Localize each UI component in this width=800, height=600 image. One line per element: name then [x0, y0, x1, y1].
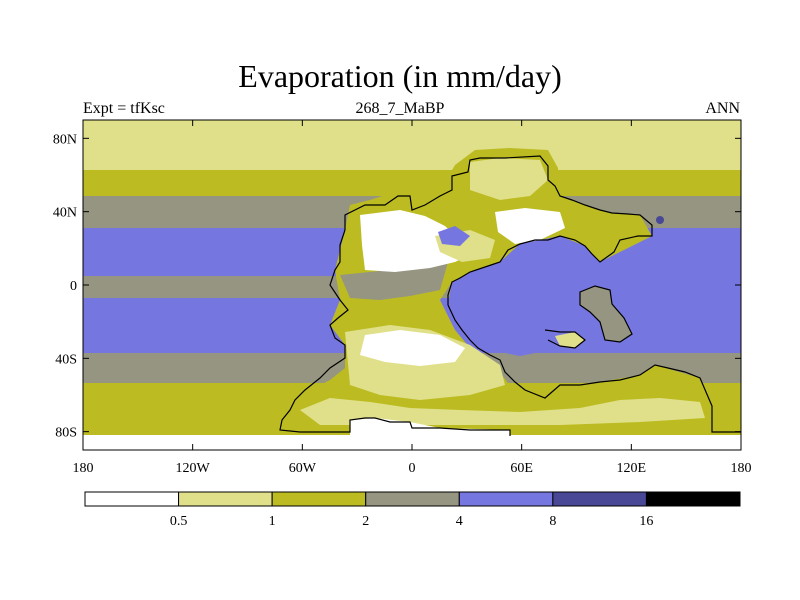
land-desert-east [495, 208, 565, 244]
tethys-ocean [438, 216, 741, 356]
colorbar-label: 2 [362, 514, 369, 529]
land-north-pale [470, 158, 548, 200]
x-tick-label: 180 [731, 461, 752, 476]
coastlines [279, 155, 741, 436]
colorbar-label: 1 [269, 514, 276, 529]
x-tick-label: 120E [617, 461, 647, 476]
colorbar-swatch [178, 491, 273, 507]
tethys-island [580, 286, 632, 342]
x-tick-label: 120W [176, 461, 211, 476]
x-tick-label: 180 [73, 461, 94, 476]
band-arctic [83, 120, 741, 138]
y-tick-label: 0 [70, 279, 77, 294]
colorbar-swatch [271, 491, 367, 507]
subtitle-season: ANN [705, 100, 740, 117]
x-tick-label: 60E [510, 461, 533, 476]
band-antarctic [83, 435, 741, 450]
inland-sea-north [438, 226, 470, 246]
colorbar: 0.5 1 2 4 8 16 [84, 491, 741, 529]
colorbar-label: 8 [549, 514, 556, 529]
land-desert-north [360, 210, 470, 272]
colorbar-label: 0.5 [170, 514, 188, 529]
land-gray-west [340, 255, 450, 300]
y-tick-label: 40N [53, 206, 77, 221]
coastline-tethys-south [544, 329, 586, 349]
colorbar-swatch [552, 491, 647, 507]
subtitle-experiment: Expt = tfKsc [83, 100, 165, 117]
colorbar-swatch [84, 491, 180, 507]
colorbar-swatch [645, 491, 741, 507]
plot-title: Evaporation (in mm/day) [238, 58, 562, 94]
colorbar-swatch [365, 491, 460, 507]
axis-ticks: 180 120W 60W 0 60E 120E 180 80N 40N 0 40S 80S [53, 120, 752, 476]
coastline-tethys-island [579, 285, 633, 343]
y-tick-label: 80N [53, 132, 77, 147]
colorbar-label: 16 [639, 514, 653, 529]
coastline-west [279, 229, 511, 436]
colorbar-swatch [458, 491, 554, 507]
land-fields [282, 148, 712, 436]
lake-east [656, 216, 664, 224]
x-tick-label: 0 [409, 461, 416, 476]
coastline-pangea [344, 155, 741, 433]
land-south-white [360, 330, 465, 366]
y-tick-label: 80S [55, 426, 77, 441]
land-gondwana-pale [300, 398, 705, 425]
tethys-island-small [555, 332, 585, 348]
map-plot-area [83, 120, 741, 450]
y-tick-label: 40S [55, 352, 77, 367]
band-north-high [83, 138, 741, 170]
colorbar-label: 4 [456, 514, 463, 529]
x-tick-label: 60W [289, 461, 317, 476]
subtitle-age: 268_7_MaBP [355, 100, 445, 117]
